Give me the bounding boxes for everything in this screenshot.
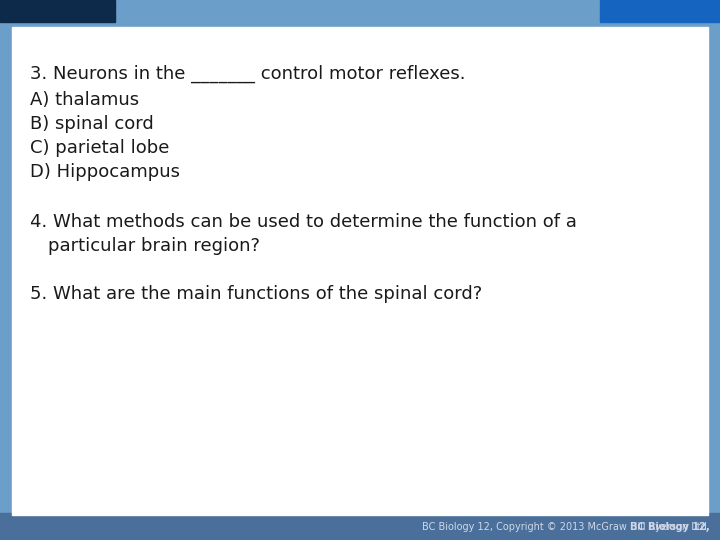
Text: particular brain region?: particular brain region? [48,237,260,255]
Text: C) parietal lobe: C) parietal lobe [30,139,169,157]
Text: BC Biology 12, Copyright © 2013 McGraw Hill Ryerson Ltd.: BC Biology 12, Copyright © 2013 McGraw H… [422,522,710,531]
Text: B) spinal cord: B) spinal cord [30,115,154,133]
Text: 3. Neurons in the _______ control motor reflexes.: 3. Neurons in the _______ control motor … [30,65,466,83]
Text: 5. What are the main functions of the spinal cord?: 5. What are the main functions of the sp… [30,285,482,303]
Bar [0,513,720,540]
Bar [0,0,720,22]
Text: D) Hippocampus: D) Hippocampus [30,163,180,181]
Text: BC Biology 12, Copyright © 2013 McGraw Hill Ryerson Ltd.: BC Biology 12, Copyright © 2013 McGraw H… [422,522,710,531]
Text: 4. What methods can be used to determine the function of a: 4. What methods can be used to determine… [30,213,577,231]
Bar [0,0,115,22]
Text: A) thalamus: A) thalamus [30,91,139,109]
Bar [600,0,720,22]
Text: BC Biology 12,: BC Biology 12, [631,522,710,531]
